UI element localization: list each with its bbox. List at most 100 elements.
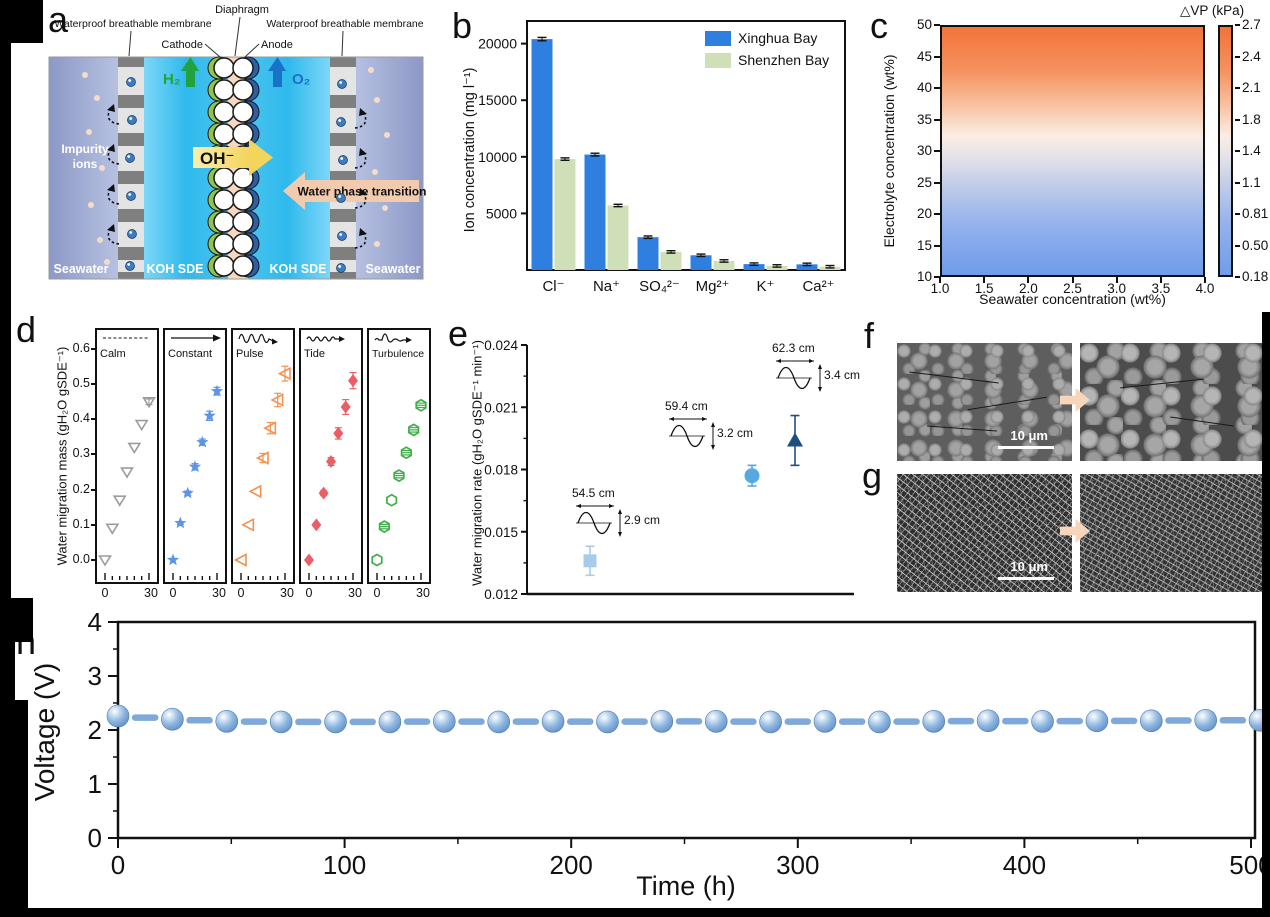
voltage-sphere [1031, 710, 1054, 733]
voltage-sphere [868, 710, 891, 734]
bounce-arrow-head [359, 148, 367, 156]
seawater-label-right: Seawater [366, 262, 421, 276]
d-y-tick [91, 418, 96, 421]
legend-swatch [705, 31, 731, 46]
ion-bead-highlight [338, 119, 342, 122]
y-tick-label: 0.012 [484, 587, 518, 602]
impurity-dot [86, 129, 92, 135]
ion-bead-highlight [129, 117, 133, 120]
ion-bead [125, 153, 135, 163]
c-y-axis-label: Electrolyte concentration (wt%) [881, 54, 897, 248]
bounce-arrow-head [359, 108, 367, 116]
marker-triangle [787, 432, 803, 447]
anode-particle-core [232, 101, 254, 123]
h2-label: H₂ [163, 71, 181, 88]
arrow-head [609, 504, 614, 508]
ion-bead-highlight [340, 157, 344, 160]
impurity-dot [374, 241, 380, 247]
d-x-tick-label: 30 [280, 586, 294, 600]
d-x-tick-label: 0 [237, 586, 245, 600]
impurity-dot [104, 259, 110, 265]
c-x-tick-label: 3.5 [1151, 281, 1171, 296]
x-category-label: SO₄²⁻ [639, 278, 680, 295]
x-tick-label: 200 [550, 850, 593, 880]
bounce-arrow-head [359, 228, 367, 236]
x-tick-label: 100 [323, 850, 366, 880]
panel-label-a: a [48, 0, 69, 40]
ion-bounce-arrows [107, 104, 367, 249]
c-x-tick [1159, 277, 1162, 283]
panel-b-chart: 5000 10000 15000 20000 Cl⁻ Na⁺ SO₄²⁻ Mg²⁺ K⁺ Ca²⁺… [478, 20, 846, 295]
e-wave-length-label: 54.5 cm [572, 486, 615, 500]
d-subpanel-title-calm: Calm [100, 348, 126, 360]
voltage-sphere [1194, 708, 1217, 732]
voltage-sphere [324, 710, 347, 734]
d-x-tick-label: 30 [212, 586, 226, 600]
y-tick-label: 3 [88, 661, 102, 691]
crack-line [1120, 378, 1204, 389]
ion-bead [126, 77, 136, 87]
arrow-head [818, 364, 822, 369]
marker [270, 393, 284, 407]
anode-particle-core [232, 255, 254, 277]
ion-bead [336, 117, 346, 127]
arrow-head [618, 509, 622, 514]
panel-label-c: c [870, 5, 888, 46]
c-y-tick [934, 181, 940, 184]
f-scale-bar-label: 10 μm [1010, 428, 1048, 443]
d-x-tick-label: 0 [373, 586, 381, 600]
marker [255, 451, 269, 465]
tide-arrow-head [339, 336, 345, 342]
g-scale-bar [998, 577, 1054, 580]
crack-line [1170, 416, 1234, 427]
d-subpanel-constant [163, 328, 227, 584]
bar-shenzhen-bay [554, 159, 576, 270]
y-tick-label: 0.024 [484, 338, 518, 353]
ion-bead [126, 191, 136, 201]
marker [188, 460, 202, 473]
c-colorbar-title: △VP (kPa) [1180, 3, 1245, 18]
h-y-axis-label: Voltage (V) [29, 662, 60, 802]
anode-particle-core [232, 123, 254, 145]
marker [311, 518, 322, 532]
y-tick-label: 10000 [478, 149, 517, 165]
bounce-arrow-head [359, 188, 367, 196]
d-y-tick [91, 523, 96, 526]
marker [203, 409, 216, 422]
c-y-tick-label: 45 [916, 48, 932, 64]
y-tick-label: 5000 [486, 205, 517, 221]
black-strip-left-corner [0, 700, 28, 917]
cathode-particle-core [213, 189, 235, 211]
ion-bead-highlight [128, 79, 132, 82]
ion-bead [125, 261, 135, 271]
marker [134, 419, 149, 432]
x-tick-label: 0 [111, 850, 125, 880]
electrode-stacks [207, 56, 260, 278]
ion-bead-highlight [339, 233, 343, 236]
cathode-particle-core [213, 123, 235, 145]
marker [248, 484, 262, 499]
c-y-tick [934, 87, 940, 89]
d-x-tick-label: 30 [144, 586, 158, 600]
c-y-tick-label: 30 [916, 143, 932, 158]
c-y-tick-label: 10 [916, 269, 932, 284]
wave-glyph-icon [576, 504, 622, 537]
impurity-dot [94, 95, 100, 101]
voltage-sphere [161, 707, 184, 731]
cathode-particle-core [213, 167, 235, 189]
arrow-head [809, 359, 814, 363]
impurity-dot [372, 169, 378, 175]
e-wave-height-label: 2.9 cm [624, 513, 661, 527]
cathode-particle-core [213, 211, 235, 233]
x-category-label: Ca²⁺ [802, 278, 834, 295]
y-tick-label: 0.021 [484, 400, 518, 415]
panel-e-chart: 0.012 0.015 0.018 0.021 0.024 [484, 338, 854, 602]
impurity-dot [382, 205, 388, 211]
anode-particle-core [232, 79, 254, 101]
membrane-leader-right [341, 30, 344, 57]
anode-particle-core [232, 189, 254, 211]
tide-wave-icon [306, 336, 339, 342]
bounce-arrow-head [107, 144, 115, 152]
marker [181, 486, 194, 499]
